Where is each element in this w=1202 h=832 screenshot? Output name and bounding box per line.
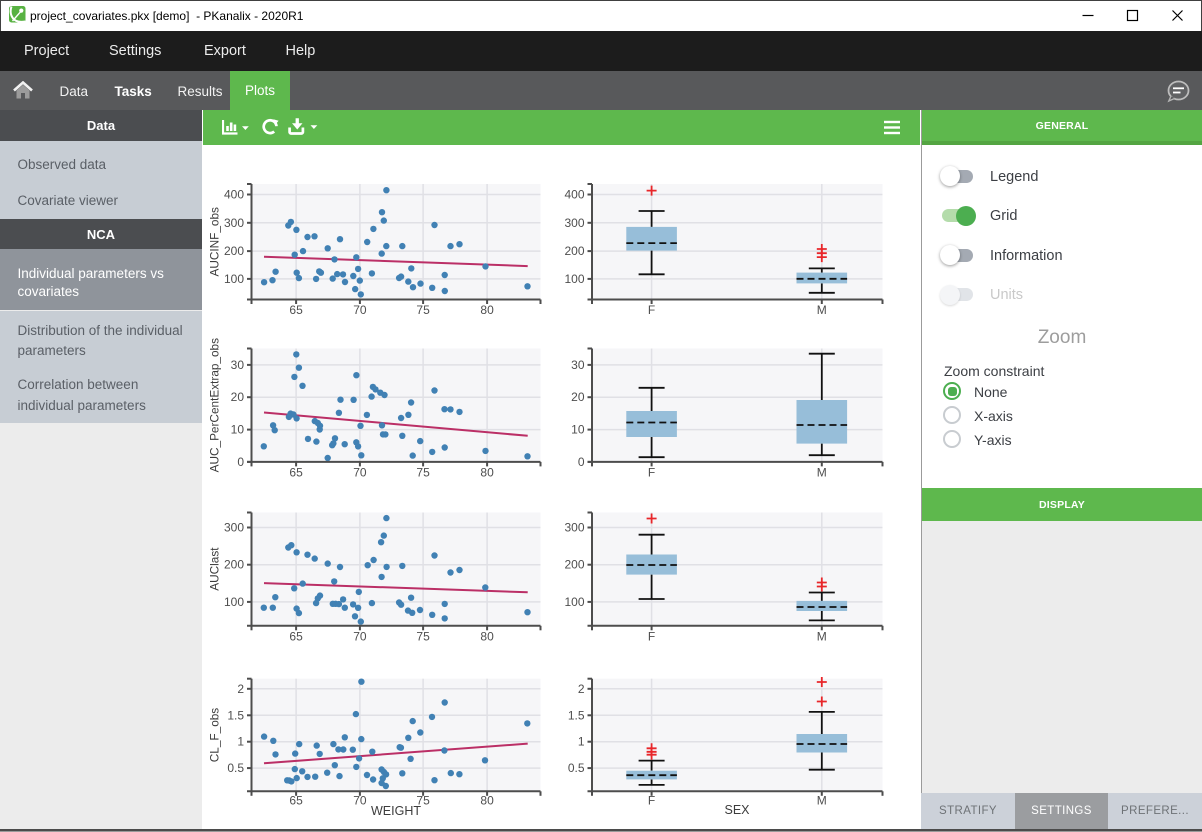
svg-text:20: 20: [231, 390, 245, 404]
svg-text:1: 1: [578, 735, 585, 749]
svg-text:SEX: SEX: [724, 803, 750, 817]
svg-text:0.5: 0.5: [227, 761, 244, 775]
svg-text:CL_F_obs: CL_F_obs: [208, 708, 222, 763]
svg-text:0.5: 0.5: [568, 761, 585, 775]
svg-text:0: 0: [237, 455, 244, 469]
svg-text:200: 200: [224, 558, 244, 572]
svg-text:AUC_PerCentExtrap_obs: AUC_PerCentExtrap_obs: [208, 338, 222, 473]
svg-text:M: M: [817, 794, 827, 808]
svg-text:200: 200: [564, 558, 584, 572]
svg-text:70: 70: [353, 303, 367, 317]
svg-text:F: F: [648, 466, 655, 480]
svg-text:400: 400: [564, 188, 584, 202]
svg-text:65: 65: [289, 794, 303, 808]
svg-text:2: 2: [578, 682, 585, 696]
svg-text:65: 65: [289, 466, 303, 480]
svg-text:2: 2: [237, 682, 244, 696]
svg-text:400: 400: [224, 188, 244, 202]
svg-text:300: 300: [564, 521, 584, 535]
svg-text:75: 75: [416, 794, 430, 808]
svg-text:300: 300: [224, 216, 244, 230]
svg-text:10: 10: [571, 423, 585, 437]
svg-text:1.5: 1.5: [568, 708, 585, 722]
svg-text:80: 80: [480, 303, 494, 317]
svg-text:200: 200: [564, 244, 584, 258]
svg-text:300: 300: [224, 521, 244, 535]
svg-text:100: 100: [224, 272, 244, 286]
svg-text:30: 30: [231, 358, 245, 372]
svg-text:0: 0: [578, 455, 585, 469]
svg-text:75: 75: [416, 630, 430, 644]
svg-text:80: 80: [480, 794, 494, 808]
svg-text:10: 10: [231, 423, 245, 437]
svg-text:30: 30: [571, 358, 585, 372]
svg-text:70: 70: [353, 466, 367, 480]
svg-text:F: F: [648, 303, 655, 317]
svg-text:70: 70: [353, 630, 367, 644]
svg-text:M: M: [817, 630, 827, 644]
svg-text:100: 100: [564, 595, 584, 609]
svg-text:AUCINF_obs: AUCINF_obs: [208, 207, 222, 277]
svg-text:75: 75: [416, 303, 430, 317]
svg-text:80: 80: [480, 630, 494, 644]
svg-text:65: 65: [289, 303, 303, 317]
svg-text:100: 100: [224, 595, 244, 609]
svg-text:80: 80: [480, 466, 494, 480]
svg-text:AUClast: AUClast: [208, 547, 222, 591]
svg-text:M: M: [817, 303, 827, 317]
svg-text:200: 200: [224, 244, 244, 258]
svg-text:1.5: 1.5: [227, 708, 244, 722]
svg-text:300: 300: [564, 216, 584, 230]
svg-text:WEIGHT: WEIGHT: [371, 804, 421, 818]
svg-text:M: M: [817, 466, 827, 480]
svg-text:1: 1: [237, 735, 244, 749]
svg-text:20: 20: [571, 390, 585, 404]
svg-text:F: F: [648, 794, 655, 808]
svg-text:100: 100: [564, 272, 584, 286]
svg-text:F: F: [648, 630, 655, 644]
svg-text:65: 65: [289, 630, 303, 644]
svg-text:70: 70: [353, 794, 367, 808]
svg-text:75: 75: [416, 466, 430, 480]
